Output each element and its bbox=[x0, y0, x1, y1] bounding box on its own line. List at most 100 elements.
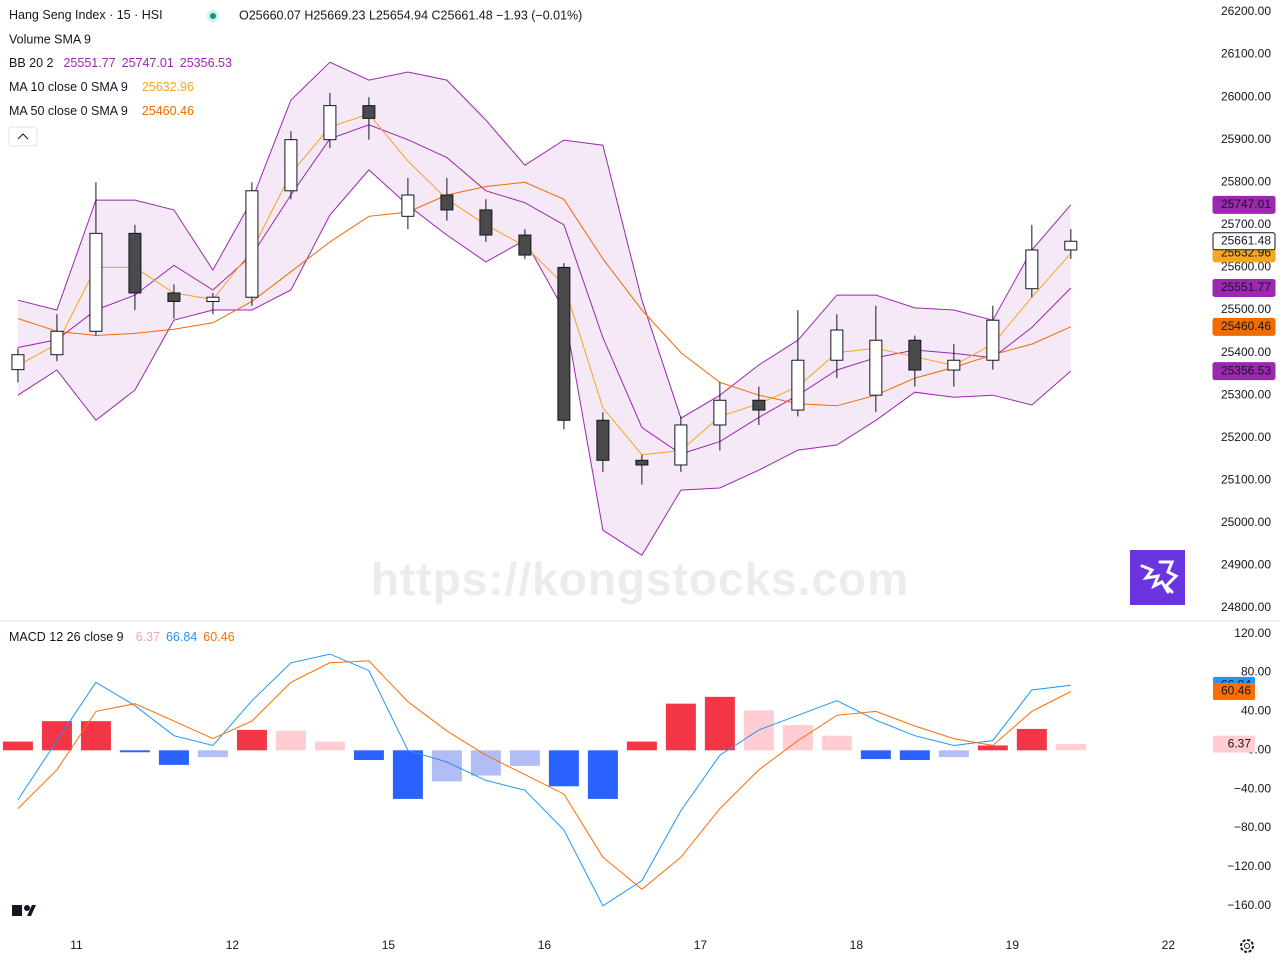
legend-value: 66.84 bbox=[166, 630, 197, 644]
settings-button[interactable] bbox=[1240, 939, 1254, 953]
histogram-bar bbox=[470, 750, 501, 776]
histogram-bar bbox=[548, 750, 579, 787]
histogram-bar bbox=[899, 750, 930, 761]
histogram-bar bbox=[860, 750, 891, 760]
y-tick-label: −160.00 bbox=[1227, 898, 1271, 912]
price-tag bbox=[1212, 232, 1276, 251]
legend-value: 25632.96 bbox=[142, 80, 194, 94]
y-tick-label: 26100.00 bbox=[1221, 47, 1271, 61]
y-tick-label: 24800.00 bbox=[1221, 600, 1271, 614]
price-tag-label: 25747.01 bbox=[1221, 197, 1271, 211]
price-tag bbox=[1212, 195, 1276, 214]
y-tick-label: 40.00 bbox=[1241, 704, 1271, 718]
x-tick-label: 19 bbox=[1006, 938, 1020, 952]
price-tag-label: 25356.53 bbox=[1221, 363, 1271, 377]
candle-body bbox=[1064, 240, 1078, 251]
histogram-bar bbox=[236, 729, 267, 751]
settings-icon bbox=[1244, 943, 1250, 949]
watermark: https://kongstocks.com bbox=[371, 553, 909, 605]
candle-body bbox=[1025, 249, 1039, 290]
histogram-bar bbox=[704, 696, 735, 751]
price-tag-label: 25551.77 bbox=[1221, 280, 1271, 294]
legend-value: 25551.77 bbox=[63, 56, 115, 70]
histogram-bar bbox=[509, 750, 540, 766]
candle-body bbox=[752, 399, 766, 411]
legend-row: MA 50 close 0 SMA 9 25460.46 bbox=[9, 104, 194, 118]
x-tick-label: 18 bbox=[850, 938, 864, 952]
bb-upper bbox=[17, 61, 1072, 419]
candle-body bbox=[50, 330, 64, 356]
price-tag bbox=[1212, 362, 1276, 381]
histogram-bar bbox=[2, 741, 33, 751]
candle-body bbox=[128, 232, 142, 294]
candle-body bbox=[908, 339, 922, 371]
histogram-bar bbox=[665, 703, 696, 751]
candle-body bbox=[869, 339, 883, 396]
candle-body bbox=[479, 209, 493, 236]
indicator-name: MACD 12 26 close 9 bbox=[9, 630, 124, 644]
y-tick-label: 25500.00 bbox=[1221, 302, 1271, 316]
legend-value: 6.37 bbox=[136, 630, 160, 644]
candle-body bbox=[206, 296, 220, 302]
histogram-bar bbox=[314, 741, 345, 751]
y-tick-label: 26000.00 bbox=[1221, 89, 1271, 103]
logo-icon bbox=[1140, 560, 1179, 594]
candle-body bbox=[791, 359, 805, 411]
band-fill bbox=[17, 62, 1071, 556]
candle-body bbox=[830, 329, 844, 361]
value-tag bbox=[1213, 735, 1255, 753]
indicator-name: MA 10 close 0 SMA 9 bbox=[9, 80, 128, 94]
value-tag-label: 6.37 bbox=[1228, 736, 1252, 750]
histogram-bar bbox=[431, 750, 462, 782]
y-tick-label: 25400.00 bbox=[1221, 345, 1271, 359]
histogram-bar bbox=[158, 750, 189, 765]
candle-body bbox=[11, 354, 25, 371]
price-tag-label: 25661.48 bbox=[1221, 233, 1271, 247]
candle-body bbox=[557, 266, 571, 421]
histogram-bar bbox=[197, 750, 228, 758]
histogram-bar bbox=[782, 725, 813, 751]
tv-logo-dot bbox=[24, 905, 30, 911]
candle-body bbox=[518, 234, 532, 256]
candle-body bbox=[89, 232, 103, 332]
value-tag-label: 60.46 bbox=[1221, 684, 1251, 698]
legend-value: 25747.01 bbox=[122, 56, 174, 70]
x-tick-label: 15 bbox=[382, 938, 396, 952]
legend-row: Hang Seng Index · 15 · HSI bbox=[9, 8, 163, 22]
candle-body bbox=[947, 359, 961, 371]
legend-row: MA 10 close 0 SMA 9 25632.96 bbox=[9, 80, 194, 94]
price-tag bbox=[1212, 317, 1276, 336]
candle-body bbox=[401, 194, 415, 217]
y-tick-label: 25000.00 bbox=[1221, 515, 1271, 529]
y-tick-label: 120.00 bbox=[1234, 626, 1271, 640]
signal-line bbox=[17, 660, 1072, 890]
legend-row: MACD 12 26 close 9 6.37 66.84 60.46 bbox=[9, 630, 235, 644]
ma-line bbox=[17, 181, 1072, 407]
y-tick-label: 25200.00 bbox=[1221, 430, 1271, 444]
histogram-bar bbox=[80, 721, 111, 751]
legend-row: BB 20 2 25551.77 25747.01 25356.53 bbox=[9, 56, 232, 70]
collapse-icon bbox=[17, 133, 29, 140]
candle-body bbox=[713, 399, 727, 426]
indicator-name: BB 20 2 bbox=[9, 56, 54, 70]
legend-value: 25356.53 bbox=[180, 56, 232, 70]
histogram-bar bbox=[1055, 744, 1086, 751]
collapse-button[interactable] bbox=[8, 126, 38, 147]
plot-layer bbox=[2, 61, 1086, 907]
y-tick-label: −80.00 bbox=[1234, 820, 1271, 834]
candle-body bbox=[596, 419, 610, 461]
x-tick-label: 17 bbox=[694, 938, 708, 952]
indicator-name: MA 50 close 0 SMA 9 bbox=[9, 104, 128, 118]
tv-logo[interactable] bbox=[12, 905, 22, 916]
candle-body bbox=[245, 190, 259, 298]
histogram-bar bbox=[119, 750, 150, 753]
y-tick-label: 26200.00 bbox=[1221, 4, 1271, 18]
y-tick-label: 25600.00 bbox=[1221, 260, 1271, 274]
y-tick-label: 24900.00 bbox=[1221, 558, 1271, 572]
x-tick-label: 12 bbox=[226, 938, 240, 952]
background-layer: https://kongstocks.com bbox=[371, 553, 909, 605]
y-tick-label: 25300.00 bbox=[1221, 387, 1271, 401]
y-tick-label: 80.00 bbox=[1241, 665, 1271, 679]
